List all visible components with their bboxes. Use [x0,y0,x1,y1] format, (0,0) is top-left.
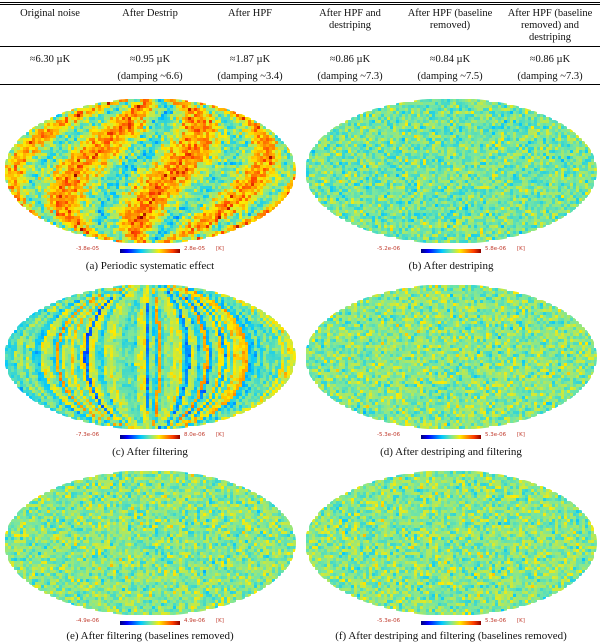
map-pixels [5,471,296,615]
caption-panel-d: (d) After destriping and filtering [303,446,599,459]
colorbar-max-panel-c: 8.0e-06 [184,432,205,438]
colorbar-unit-panel-d: [K] [517,432,525,438]
header-after-destrip: After Destrip [100,8,200,20]
caption-panel-f: (f) After destriping and filtering (base… [303,630,599,643]
colorbar-max-panel-f: 5.3e-06 [485,618,506,624]
map-pixels [5,99,296,243]
panel-d: -5.3e-06 5.3e-06 [K] (d) After destripin… [303,282,599,466]
map-panel-d [306,285,597,429]
caption-panel-c: (c) After filtering [2,446,298,459]
colorbar-panel-e [120,621,180,625]
map-panel-b [306,99,597,243]
colorbar-min-panel-a: -3.8e-05 [76,246,99,252]
panel-a: -3.8e-05 2.8e-05 [K] (a) Periodic system… [2,96,298,280]
header-after-hpf-baseline: After HPF (baseline removed) [400,8,500,32]
map-pixels [5,285,296,429]
value-after-hpf-baseline: ≈0.84 µK [400,53,500,66]
table-top-rule [0,2,600,3]
table-top-rule-2 [0,4,600,5]
colorbar-panel-a [120,249,180,253]
caption-panel-a: (a) Periodic systematic effect [2,260,298,273]
map-panel-f [306,471,597,615]
value-after-hpf: ≈1.87 µK [200,53,300,66]
damping-after-hpf-baseline-destriping: (damping ~7.3) [500,70,600,83]
map-panel-a [5,99,296,243]
value-after-destrip: ≈0.95 µK [100,53,200,66]
panel-b: -5.2e-06 5.8e-06 [K] (b) After destripin… [303,96,599,280]
value-after-hpf-baseline-destriping: ≈0.86 µK [500,53,600,66]
map-pixels [306,285,597,429]
colorbar-max-panel-e: 4.9e-06 [184,618,205,624]
map-pixels [306,99,597,243]
map-panel-c [5,285,296,429]
colorbar-max-panel-b: 5.8e-06 [485,246,506,252]
table-bottom-rule [0,84,600,85]
colorbar-min-panel-f: -5.3e-06 [377,618,400,624]
colorbar-panel-d [421,435,481,439]
damping-after-hpf-destriping: (damping ~7.3) [300,70,400,83]
value-original-noise: ≈6.30 µK [0,53,100,66]
colorbar-min-panel-c: -7.3e-06 [76,432,99,438]
colorbar-min-panel-d: -5.3e-06 [377,432,400,438]
colorbar-unit-panel-e: [K] [216,618,224,624]
colorbar-unit-panel-a: [K] [216,246,224,252]
table-header-rule [0,46,600,47]
colorbar-max-panel-d: 5.3e-06 [485,432,506,438]
map-pixels [306,471,597,615]
results-table: Original noise After Destrip After HPF A… [0,0,600,86]
panel-e: -4.9e-06 4.9e-06 [K] (e) After filtering… [2,468,298,644]
panel-c: -7.3e-06 8.0e-06 [K] (c) After filtering [2,282,298,466]
damping-after-hpf-baseline: (damping ~7.5) [400,70,500,83]
damping-after-destrip: (damping ~6.6) [100,70,200,83]
header-after-hpf-destriping: After HPF and destriping [300,8,400,32]
panel-f: -5.3e-06 5.3e-06 [K] (f) After destripin… [303,468,599,644]
colorbar-unit-panel-c: [K] [216,432,224,438]
colorbar-unit-panel-f: [K] [517,618,525,624]
value-after-hpf-destriping: ≈0.86 µK [300,53,400,66]
header-after-hpf-baseline-destriping: After HPF (baseline removed) and destrip… [500,8,600,44]
map-panel-e [5,471,296,615]
colorbar-min-panel-e: -4.9e-06 [76,618,99,624]
colorbar-unit-panel-b: [K] [517,246,525,252]
colorbar-min-panel-b: -5.2e-06 [377,246,400,252]
colorbar-max-panel-a: 2.8e-05 [184,246,205,252]
colorbar-panel-f [421,621,481,625]
colorbar-panel-c [120,435,180,439]
header-after-hpf: After HPF [200,8,300,20]
colorbar-panel-b [421,249,481,253]
damping-after-hpf: (damping ~3.4) [200,70,300,83]
header-original-noise: Original noise [0,8,100,20]
caption-panel-e: (e) After filtering (baselines removed) [2,630,298,643]
caption-panel-b: (b) After destriping [303,260,599,273]
